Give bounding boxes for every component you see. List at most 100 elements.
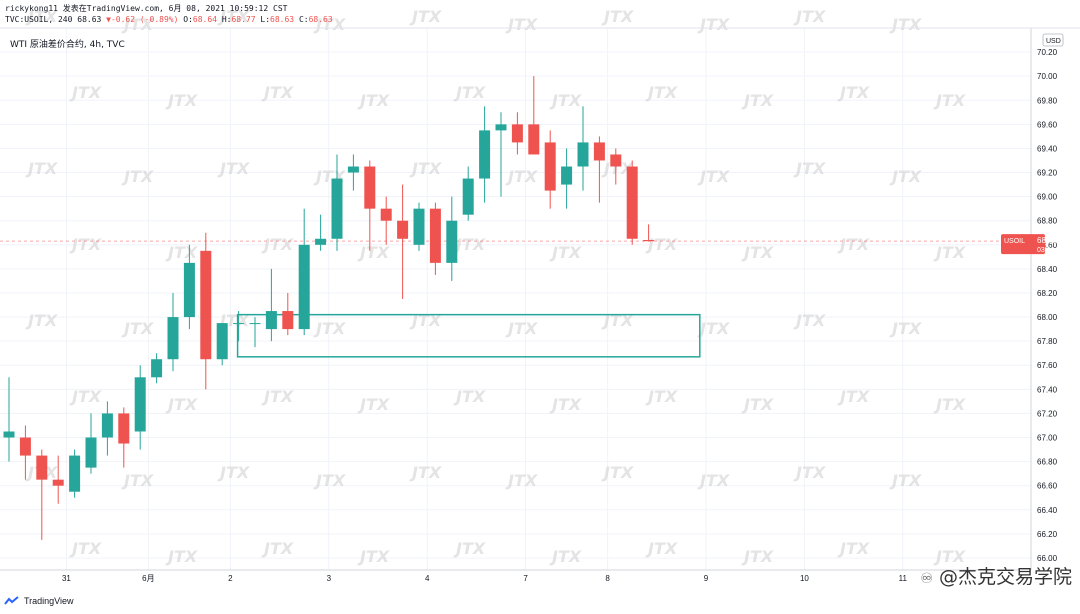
price-tick-label: 68.20 <box>1037 289 1058 298</box>
price-tick-label: 66.00 <box>1037 554 1058 563</box>
time-axis[interactable]: 31 6月 2 3 4 7 8 9 10 11 <box>62 574 908 583</box>
price-tick-label: 68.80 <box>1037 217 1058 226</box>
candle-body <box>413 208 425 245</box>
candle <box>249 317 261 348</box>
tradingview-logo[interactable]: TradingView <box>4 596 74 606</box>
candle-body <box>85 437 97 468</box>
price-tick-label: 68.00 <box>1037 313 1058 322</box>
ohlc-open: 68.64 <box>192 15 217 24</box>
watermark-text: JTX <box>357 395 390 414</box>
down-arrow-icon: ▼ <box>106 15 111 24</box>
watermark-text: JTX <box>121 15 154 34</box>
candle <box>528 76 540 155</box>
watermark-text: JTX <box>261 539 294 558</box>
price-tick-label: 67.00 <box>1037 434 1058 443</box>
watermark-text: JTX <box>409 463 442 482</box>
candle-body <box>397 220 409 239</box>
price-axis[interactable]: 66.00 66.20 66.40 66.60 66.80 67.00 67.20 67.40… <box>1037 48 1058 563</box>
candle <box>200 232 212 390</box>
candle-body <box>134 377 146 432</box>
ohlc-high: 68.77 <box>231 15 256 24</box>
watermark-text: JTX <box>505 471 538 490</box>
candle <box>298 208 310 336</box>
candle-body <box>511 124 523 143</box>
watermark-text: JTX <box>889 167 922 186</box>
price-tick-label: 66.60 <box>1037 482 1058 491</box>
time-tick-label: 11 <box>899 574 908 583</box>
candle-body <box>200 250 212 360</box>
watermark-text: JTX <box>453 387 486 406</box>
candle <box>397 184 409 299</box>
time-tick-label: 4 <box>425 574 430 583</box>
watermark-text: JTX <box>741 243 774 262</box>
candle <box>347 154 359 191</box>
price-tick-label: 69.60 <box>1037 120 1058 129</box>
candle <box>643 224 655 242</box>
price-tick-label: 66.80 <box>1037 458 1058 467</box>
support-zone-box[interactable] <box>236 313 701 358</box>
price-tick-label: 66.40 <box>1037 506 1058 515</box>
watermark-text: JTX <box>261 235 294 254</box>
candle <box>429 202 441 275</box>
watermark-text: JTX <box>601 463 634 482</box>
candle-body <box>561 166 573 185</box>
candle <box>134 365 146 450</box>
watermark-text: JTX <box>697 15 730 34</box>
watermark-text: JTX <box>505 15 538 34</box>
watermark-text: JTX <box>121 167 154 186</box>
candle <box>19 425 31 480</box>
watermark-text: JTX <box>793 463 826 482</box>
candle <box>167 292 179 372</box>
watermark-text: JTX <box>645 83 678 102</box>
time-tick-label: 7 <box>523 574 528 583</box>
watermark-text: JTX <box>357 243 390 262</box>
candle-body <box>233 323 245 325</box>
watermark-text: JTX <box>261 387 294 406</box>
candle-body <box>167 317 179 360</box>
candle-body <box>446 220 458 263</box>
watermark-text: JTX <box>165 547 198 566</box>
watermark-text: JTX <box>793 7 826 26</box>
candle <box>101 401 113 456</box>
candle <box>446 196 458 281</box>
candle <box>495 112 507 197</box>
watermark-text: JTX <box>217 7 250 26</box>
candle-body <box>69 455 81 492</box>
ticker-line: TVC:USOIL, 240 68.63 ▼-0.62 (-0.89%) O:6… <box>5 15 333 24</box>
price-change: -0.62 (-0.89%) <box>110 15 179 24</box>
candle-body <box>610 154 622 167</box>
candle-body <box>429 208 441 263</box>
watermark-text: JTX <box>933 395 966 414</box>
watermark-text: JTX <box>165 243 198 262</box>
watermark-text: JTX <box>933 547 966 566</box>
last-price-value: 68.63 <box>1037 236 1058 245</box>
candle-body <box>265 311 277 330</box>
price-tick-label: 69.00 <box>1037 193 1058 202</box>
watermark-text: JTX <box>601 311 634 330</box>
price-tick-label: 70.20 <box>1037 48 1058 57</box>
watermark-text: JTX <box>453 235 486 254</box>
candle-body <box>380 208 392 221</box>
candle <box>3 377 15 462</box>
watermark-text: JTX <box>357 547 390 566</box>
watermark-layer: JTX JTX JTX JTX JTX JTX JTX JTX JTX JTX JTX JTX JTX J… <box>25 7 966 566</box>
candle-body <box>544 142 556 191</box>
candle-body <box>643 239 655 242</box>
watermark-text: JTX <box>313 471 346 490</box>
symbol-title[interactable]: WTI 原油差价合约, 4h, TVC <box>10 40 125 50</box>
publish-info: rickykong11 发表在TradingView.com, 6月 08, 2… <box>5 4 288 13</box>
last-price-label: USOIL 68.63 03:00:50 <box>1001 234 1064 255</box>
candle-body <box>315 238 327 245</box>
candle <box>380 196 392 245</box>
time-tick-label: 2 <box>228 574 233 583</box>
last-price-countdown: 03:00:50 <box>1037 247 1064 254</box>
brand-label: TradingView <box>24 596 74 606</box>
candle <box>511 112 523 155</box>
price-tick-label: 67.80 <box>1037 337 1058 346</box>
time-tick-label: 3 <box>327 574 332 583</box>
grid-lines <box>0 28 1031 570</box>
watermark-text: JTX <box>697 167 730 186</box>
watermark-text: JTX <box>549 91 582 110</box>
